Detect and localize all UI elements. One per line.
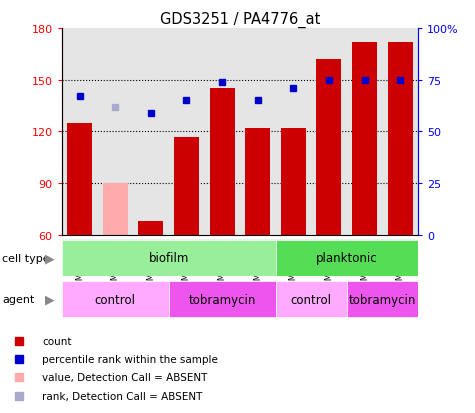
Bar <box>352 43 377 235</box>
Bar <box>133 240 169 277</box>
Bar <box>67 123 92 235</box>
Bar <box>62 282 169 317</box>
Text: cell type: cell type <box>2 253 50 263</box>
Bar <box>347 282 418 317</box>
Bar <box>347 240 382 277</box>
Bar <box>62 240 97 277</box>
Bar <box>138 222 163 235</box>
Bar <box>133 29 169 235</box>
Text: tobramycin: tobramycin <box>189 293 256 306</box>
Bar <box>240 29 276 235</box>
Bar <box>209 89 235 235</box>
Bar <box>97 240 133 277</box>
Bar <box>103 184 128 235</box>
Bar <box>281 129 306 235</box>
Bar <box>388 43 413 235</box>
Bar <box>240 240 276 277</box>
Text: count: count <box>42 336 72 346</box>
Text: ▶: ▶ <box>45 252 55 265</box>
Bar <box>382 240 418 277</box>
Bar <box>62 240 276 276</box>
Bar <box>204 29 240 235</box>
Title: GDS3251 / PA4776_at: GDS3251 / PA4776_at <box>160 12 320 28</box>
Bar <box>169 29 204 235</box>
Text: ▶: ▶ <box>45 293 55 306</box>
Bar <box>204 240 240 277</box>
Text: agent: agent <box>2 294 35 304</box>
Text: control: control <box>291 293 332 306</box>
Text: percentile rank within the sample: percentile rank within the sample <box>42 354 218 364</box>
Bar <box>276 29 311 235</box>
Bar <box>276 240 418 276</box>
Text: planktonic: planktonic <box>316 252 378 265</box>
Bar <box>174 138 199 235</box>
Text: biofilm: biofilm <box>148 252 189 265</box>
Bar <box>311 240 347 277</box>
Bar <box>316 60 342 235</box>
Bar <box>276 240 311 277</box>
Bar <box>276 282 347 317</box>
Bar <box>347 29 382 235</box>
Bar <box>169 240 204 277</box>
Text: value, Detection Call = ABSENT: value, Detection Call = ABSENT <box>42 373 208 382</box>
Bar <box>97 29 133 235</box>
Bar <box>382 29 418 235</box>
Bar <box>169 282 276 317</box>
Text: tobramycin: tobramycin <box>349 293 416 306</box>
Bar <box>62 29 97 235</box>
Bar <box>311 29 347 235</box>
Bar <box>245 129 270 235</box>
Text: rank, Detection Call = ABSENT: rank, Detection Call = ABSENT <box>42 391 202 401</box>
Text: control: control <box>95 293 136 306</box>
